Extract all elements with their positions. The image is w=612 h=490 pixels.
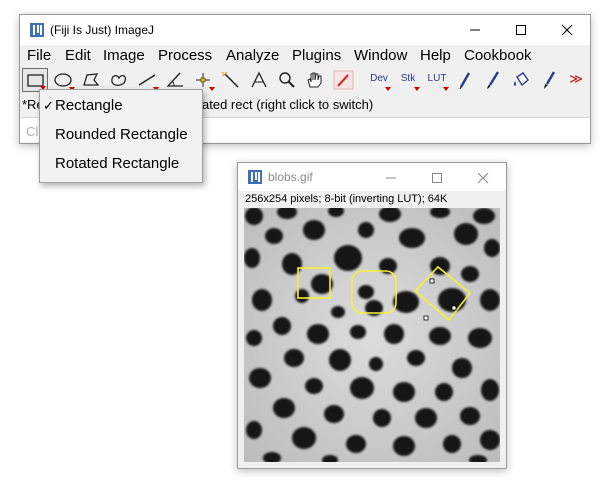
window-title: (Fiji Is Just) ImageJ [50,23,155,37]
menu-plugins[interactable]: Plugins [292,47,342,64]
polygon-tool[interactable] [78,68,104,92]
menu-bar: File Edit Image Process Analyze Plugins … [20,45,590,67]
maximize-icon [516,25,526,35]
menu-item-label: Rounded Rectangle [55,126,188,143]
oval-icon [54,73,72,87]
rounded-rectangle-roi[interactable] [351,270,397,314]
menu-window[interactable]: Window [354,47,408,64]
imagej-main-window: (Fiji Is Just) ImageJ File Edit Image Pr… [19,14,591,144]
hand-icon [307,72,322,88]
menu-item-rounded-rectangle[interactable]: Rounded Rectangle [40,121,202,149]
menu-analyze[interactable]: Analyze [226,47,280,64]
menu-process[interactable]: Process [158,47,213,64]
roi-handle[interactable] [423,315,429,321]
maximize-button[interactable] [498,15,544,45]
angle-tool[interactable] [162,68,188,92]
imagej-app-icon [248,170,262,184]
menu-item-label: Rectangle [55,97,123,114]
pencil-tool[interactable] [452,68,478,92]
stk-label: Stk [400,73,416,84]
rectangle-icon [27,74,44,87]
lut-menu-tool[interactable]: LUT [424,68,450,92]
brush-tool[interactable] [536,68,562,92]
line-icon [138,74,156,86]
text-icon [251,71,267,88]
checkmark-icon: ✓ [43,98,54,113]
text-tool[interactable] [246,68,272,92]
status-text-suffix: ated rect (right click to switch) [202,97,374,112]
pencil-icon [459,72,471,90]
wand-tool[interactable] [218,68,244,92]
wand-icon [221,71,239,88]
paintbrush-icon [487,71,500,89]
rotated-rectangle-roi[interactable] [413,265,472,322]
menu-edit[interactable]: Edit [65,47,91,64]
point-tool[interactable] [190,68,216,92]
toolbar: Dev Stk LUT ≫ [20,67,590,93]
imagej-app-icon [30,23,44,37]
paintbrush-tool[interactable] [480,68,506,92]
blobs-image [244,208,500,462]
roi-handle[interactable] [429,278,435,284]
progress-text: Cli [26,124,42,139]
close-icon [561,24,573,36]
status-text-prefix: *Re [22,97,44,112]
image-minimize-button[interactable] [368,163,414,191]
dev-label: Dev [370,73,388,84]
image-maximize-button[interactable] [414,163,460,191]
color-picker-tool[interactable] [330,68,356,92]
close-button[interactable] [544,15,590,45]
status-bar: *Re ated rect (right click to switch) [20,95,590,117]
freehand-tool[interactable] [106,68,132,92]
angle-icon [166,72,183,87]
menu-item-rotated-rectangle[interactable]: Rotated Rectangle [40,150,202,178]
menu-item-label: Rotated Rectangle [55,155,180,172]
image-window: blobs.gif 256x254 pixels; 8-bit (inverti… [237,162,507,469]
menu-help[interactable]: Help [420,47,451,64]
minimize-button[interactable] [452,15,498,45]
title-bar[interactable]: (Fiji Is Just) ImageJ [20,15,590,45]
scroll-tool[interactable] [302,68,328,92]
minimize-icon [470,29,480,31]
dev-menu-tool[interactable]: Dev [366,68,392,92]
image-canvas[interactable] [244,208,500,462]
rectangle-roi[interactable] [297,267,331,299]
menu-image[interactable]: Image [103,47,145,64]
menu-cookbook[interactable]: Cookbook [464,47,532,64]
menu-item-rectangle[interactable]: ✓ Rectangle [40,92,202,120]
point-icon [196,73,210,87]
roi-handle[interactable] [451,305,457,311]
image-info: 256x254 pixels; 8-bit (inverting LUT); 6… [245,193,448,205]
polygon-icon [83,73,100,86]
freehand-icon [111,74,127,86]
rectangle-tool[interactable] [22,68,48,92]
image-window-title: blobs.gif [268,170,313,184]
close-icon [477,172,489,184]
maximize-icon [432,173,442,183]
magnifier-tool[interactable] [274,68,300,92]
bucket-icon [514,72,529,87]
magnifier-icon [279,72,295,88]
flood-fill-tool[interactable] [508,68,534,92]
lut-label: LUT [427,73,447,84]
menu-file[interactable]: File [27,47,52,64]
rectangle-type-menu: ✓ Rectangle Rounded Rectangle Rotated Re… [39,89,203,183]
more-tools-button[interactable]: ≫ [563,68,589,92]
stk-menu-tool[interactable]: Stk [395,68,421,92]
minimize-icon [386,177,396,179]
image-title-bar[interactable]: blobs.gif [238,163,506,191]
brush-icon [544,71,556,89]
eyedropper-icon [333,70,354,90]
more-tools-icon: ≫ [569,71,583,86]
image-close-button[interactable] [460,163,506,191]
